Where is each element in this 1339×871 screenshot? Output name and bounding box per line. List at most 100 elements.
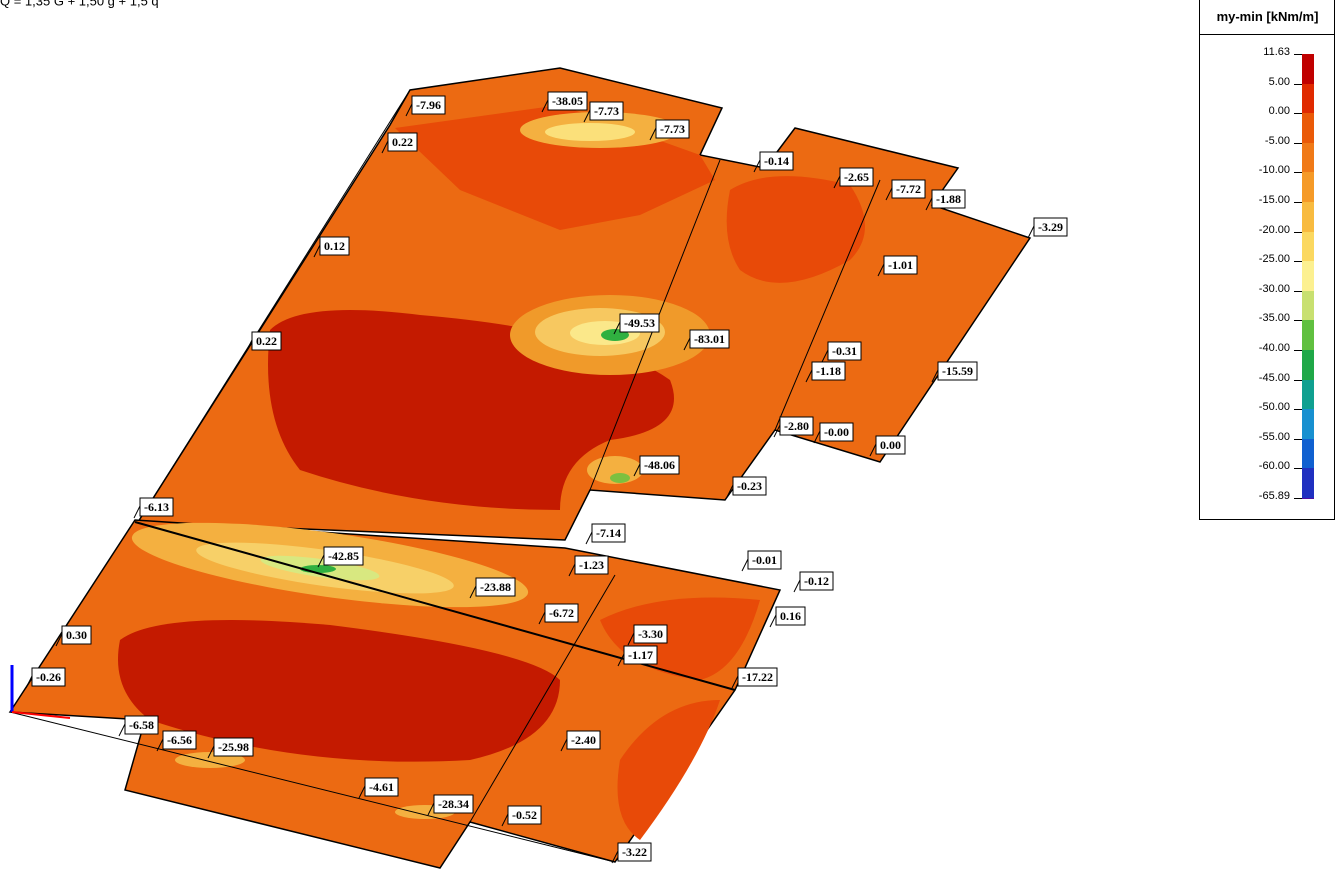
leader-line xyxy=(585,531,593,545)
leader-line xyxy=(133,505,141,519)
label-text: -42.85 xyxy=(328,549,359,563)
value-label: -2.80 xyxy=(773,416,814,438)
value-label: -0.14 xyxy=(753,151,794,173)
value-label: -6.56 xyxy=(156,730,197,752)
label-box xyxy=(891,179,926,199)
value-label: -6.72 xyxy=(538,603,579,625)
legend-swatch xyxy=(1302,83,1314,114)
label-box xyxy=(475,577,516,597)
label-text: -7.96 xyxy=(416,98,441,112)
contour-region xyxy=(545,123,635,141)
value-label: -6.13 xyxy=(133,497,174,519)
label-text: -2.65 xyxy=(844,170,869,184)
legend-label: -55.00 xyxy=(1258,430,1290,443)
label-box xyxy=(213,737,254,757)
label-box xyxy=(747,550,782,570)
value-label: 0.16 xyxy=(769,606,806,628)
leader-line xyxy=(731,675,739,689)
leader-line xyxy=(156,738,164,752)
leader-line xyxy=(118,723,126,737)
label-box xyxy=(937,361,978,381)
value-label: -17.22 xyxy=(731,667,778,689)
legend-swatch xyxy=(1302,350,1314,380)
label-text: -1.23 xyxy=(579,558,604,572)
label-text: -7.14 xyxy=(596,526,621,540)
leader-line xyxy=(726,484,734,498)
legend-label: -45.00 xyxy=(1258,371,1290,384)
label-text: 0.00 xyxy=(880,438,901,452)
leader-line xyxy=(931,369,939,383)
legend-tick xyxy=(1294,202,1302,203)
legend-label: -60.00 xyxy=(1258,460,1290,473)
label-box xyxy=(251,331,282,351)
label-text: -3.30 xyxy=(638,627,663,641)
label-text: -6.56 xyxy=(167,733,192,747)
contour-region xyxy=(726,176,865,283)
label-box xyxy=(737,667,778,687)
legend-swatch xyxy=(1302,468,1314,499)
label-text: -6.58 xyxy=(129,718,154,732)
label-text: 0.16 xyxy=(780,609,801,623)
value-label: -42.85 xyxy=(317,546,364,568)
value-label: 0.22 xyxy=(381,132,418,154)
legend-label: -5.00 xyxy=(1264,134,1290,147)
label-text: -0.31 xyxy=(832,344,857,358)
leader-line xyxy=(773,424,781,438)
legend-swatch xyxy=(1302,290,1314,321)
label-box xyxy=(433,794,474,814)
leader-line xyxy=(1027,225,1035,239)
leader-line xyxy=(753,159,761,173)
label-box xyxy=(689,329,730,349)
leader-line xyxy=(821,349,829,363)
value-label: -25.98 xyxy=(207,737,254,759)
value-label: -2.40 xyxy=(560,730,601,752)
leader-line xyxy=(25,675,33,689)
leader-line xyxy=(469,585,477,599)
leader-line xyxy=(207,745,215,759)
legend-label: -65.89 xyxy=(1258,490,1290,502)
label-text: -25.98 xyxy=(218,740,249,754)
label-box xyxy=(507,805,542,825)
leader-line xyxy=(611,850,619,864)
value-label: -1.23 xyxy=(568,555,609,577)
label-box xyxy=(589,101,624,121)
legend-tick xyxy=(1294,438,1302,440)
leader-line xyxy=(885,187,893,201)
label-text: -15.59 xyxy=(942,364,973,378)
legend-label: 0.00 xyxy=(1268,105,1290,118)
value-label: -7.96 xyxy=(405,95,446,117)
value-label: -7.14 xyxy=(585,523,626,545)
label-box xyxy=(775,606,806,626)
legend-swatch xyxy=(1302,379,1314,410)
legend-swatch xyxy=(1302,320,1314,351)
label-box xyxy=(811,361,846,381)
leader-line xyxy=(617,653,625,667)
legend-swatch xyxy=(1302,498,1314,499)
legend-tick xyxy=(1294,231,1302,233)
leader-line xyxy=(627,632,635,646)
label-text: -49.53 xyxy=(624,316,655,330)
contour-region xyxy=(617,700,720,840)
value-label: -6.58 xyxy=(118,715,159,737)
label-box xyxy=(591,523,626,543)
label-text: 0.30 xyxy=(66,628,87,642)
leader-line xyxy=(541,99,549,113)
label-text: -7.73 xyxy=(594,104,619,118)
label-text: -83.01 xyxy=(694,332,725,346)
leader-line xyxy=(313,244,321,258)
label-text: -2.40 xyxy=(571,733,596,747)
label-text: -17.22 xyxy=(742,670,773,684)
value-label: -2.65 xyxy=(833,167,874,189)
label-text: -38.05 xyxy=(552,94,583,108)
value-label: 0.30 xyxy=(55,625,92,647)
label-box xyxy=(732,476,767,496)
value-label: -0.52 xyxy=(501,805,542,827)
value-label: -7.73 xyxy=(649,119,690,141)
label-text: -0.00 xyxy=(824,425,849,439)
label-box xyxy=(387,132,418,152)
leader-line xyxy=(55,633,63,647)
value-label: -7.73 xyxy=(583,101,624,123)
value-label: -15.59 xyxy=(931,361,978,383)
legend-swatch xyxy=(1302,54,1314,84)
label-text: 0.22 xyxy=(256,334,277,348)
